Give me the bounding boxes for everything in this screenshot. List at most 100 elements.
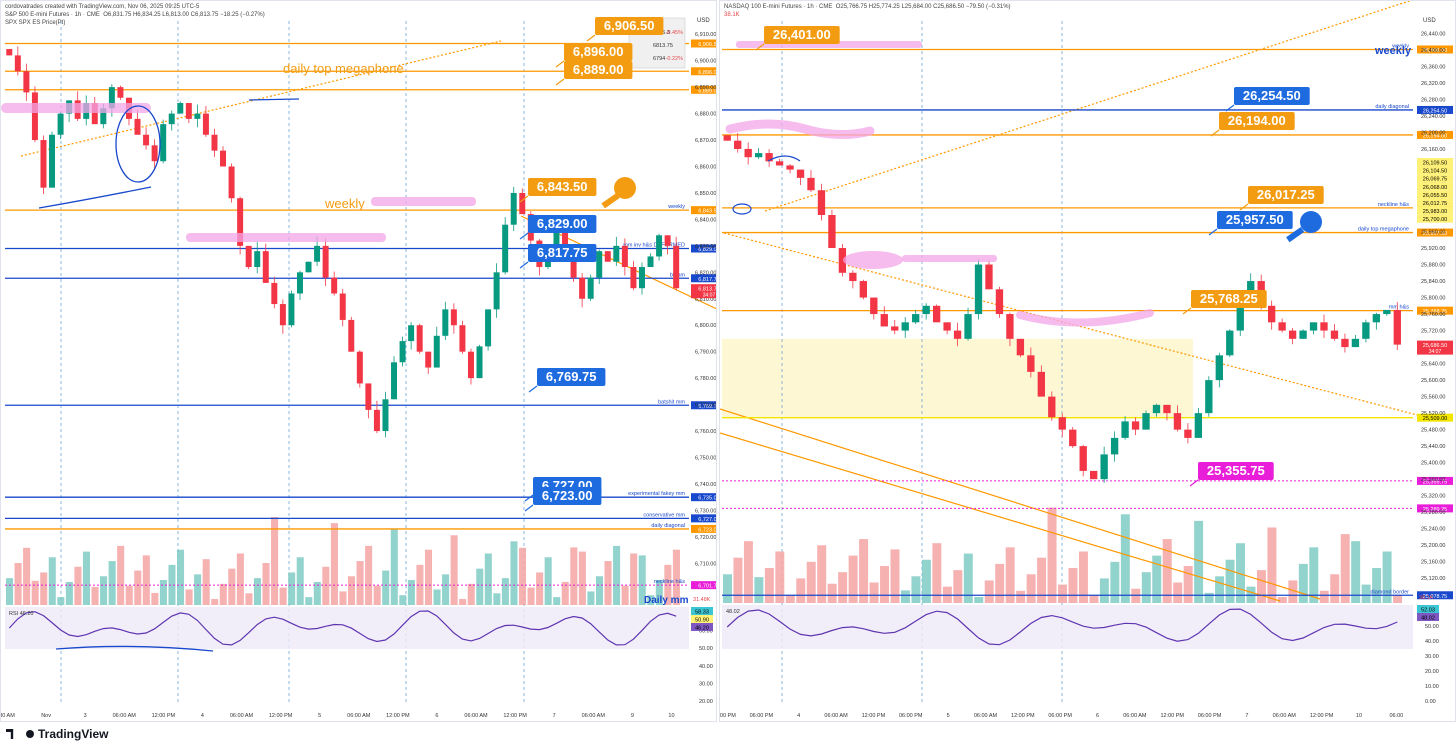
price-tag xyxy=(691,244,716,253)
price-tag-text: 25,509.00 xyxy=(1423,416,1447,422)
volume-bar xyxy=(134,570,142,605)
price-tag-text: 26,401.00 xyxy=(1423,48,1447,54)
callout-26254 xyxy=(1234,87,1310,105)
candle-body xyxy=(964,314,972,339)
price-tag xyxy=(691,581,716,590)
rsi-tick-label: 20.00 xyxy=(1425,669,1439,675)
y-tick-label: 6,860.00 xyxy=(695,165,716,171)
volume-bar xyxy=(1340,534,1350,603)
volume-bar xyxy=(664,564,672,605)
callout-6829-text: 6,829.00 xyxy=(537,216,588,231)
candle-body xyxy=(365,383,372,410)
x-tick-label: 06:00 AM xyxy=(974,713,998,719)
volume-bar xyxy=(194,574,202,605)
price-tag xyxy=(1417,476,1453,485)
spx-table-cell: -0.22% xyxy=(666,56,684,62)
volume-bar xyxy=(1005,547,1015,603)
y-tick-label: 6,880.00 xyxy=(695,112,716,118)
volume-bar xyxy=(6,578,14,605)
price-tag-text: 25,957.50 xyxy=(1423,231,1447,237)
y-tick-label: 25,560.00 xyxy=(1421,395,1445,401)
hand-drawn-line xyxy=(38,186,152,209)
candle-body xyxy=(245,245,252,268)
callout-6817-text: 6,817.75 xyxy=(537,245,588,260)
y-tick-label: 6,740.00 xyxy=(695,482,716,488)
volume-bar xyxy=(723,574,732,603)
candle-body xyxy=(339,293,346,320)
volume-bar xyxy=(1215,576,1225,603)
hand-drawn-line xyxy=(248,98,300,101)
volume-bar xyxy=(984,580,994,603)
weekly-label: weekly xyxy=(324,196,365,211)
price-tag-text: 6,769.75 xyxy=(698,404,717,410)
y-tick-label: 26,160.00 xyxy=(1421,147,1445,153)
x-tick-label: 9 xyxy=(631,713,634,719)
yellow-price-tag xyxy=(1417,158,1453,166)
candle-body xyxy=(734,140,742,149)
countdown-text: 34:07 xyxy=(703,293,716,299)
y-tick-label: 25,960.00 xyxy=(1421,230,1445,236)
y-tick-label: 25,200.00 xyxy=(1421,543,1445,549)
volume-bar xyxy=(1361,584,1371,603)
rsi-tick-label: 60.00 xyxy=(699,629,713,635)
candle-body xyxy=(1393,309,1401,345)
callout-6723-pointer xyxy=(524,504,534,512)
candle-body xyxy=(870,297,878,315)
yellow-price-tag xyxy=(1417,174,1453,183)
candle-body xyxy=(305,261,312,273)
candle-body xyxy=(425,351,432,368)
x-tick-label: 12:00 PM xyxy=(152,713,176,719)
currency-label: USD xyxy=(697,18,710,24)
y-tick-label: 25,840.00 xyxy=(1421,279,1445,285)
price-tag-text: 25,768.25 xyxy=(1423,309,1447,315)
spx-chart-svg[interactable]: 6,906.50 6,896.00 6,889.00 weekly 6,843.50 mm… xyxy=(1,1,717,722)
candle-body xyxy=(408,325,415,342)
volume-bar xyxy=(373,585,381,605)
callout-26254-text: 26,254.50 xyxy=(1243,88,1301,103)
volume-bar xyxy=(995,563,1005,603)
candle-body xyxy=(723,135,731,141)
candle-body xyxy=(765,153,773,162)
candle-body xyxy=(1247,281,1255,298)
spx-futures-chart-pane[interactable]: 6,906.50 6,896.00 6,889.00 weekly 6,843.50 mm… xyxy=(0,0,717,722)
candle-body xyxy=(849,272,857,282)
volume-bar xyxy=(838,572,848,603)
volume-bar xyxy=(1152,555,1162,603)
candle-body xyxy=(348,319,355,352)
candle-body xyxy=(373,409,380,432)
candle-body xyxy=(356,351,363,384)
candle-body xyxy=(807,177,815,191)
x-tick-label: 6 xyxy=(435,713,438,719)
candle-body xyxy=(108,87,115,109)
candle-body xyxy=(100,108,107,125)
rsi-line xyxy=(8,610,677,646)
volume-bar xyxy=(1026,574,1036,603)
sub-line-left: SPX SPX ES Price(Pt) xyxy=(5,20,66,26)
price-tag xyxy=(1417,504,1453,513)
yellow-price-tag xyxy=(1417,166,1453,175)
y-tick-label: 25,920.00 xyxy=(1421,246,1445,252)
y-tick-label: 6,730.00 xyxy=(695,508,716,514)
volume-bar xyxy=(202,559,210,605)
volume-bar xyxy=(911,576,921,603)
candle-body xyxy=(562,229,569,257)
volume-bar xyxy=(262,562,270,605)
level-label: daily diagonal xyxy=(651,523,685,529)
candle-body xyxy=(638,267,645,289)
yellow-price-tag-text: 25,700.00 xyxy=(1423,217,1447,223)
level-label: mm inv h&s DEFORMED xyxy=(623,243,685,249)
volume-bar xyxy=(279,587,287,605)
tradingview-logo[interactable]: TradingView xyxy=(6,727,108,741)
volume-bar xyxy=(647,595,655,605)
hand-drawn-circle xyxy=(115,105,161,183)
nq-futures-chart-pane[interactable]: weekly 26,401.00 daily diagonal 26,254.50 26… xyxy=(719,0,1456,722)
volume-bar xyxy=(296,557,304,605)
key-icon xyxy=(1300,211,1322,233)
trend-line xyxy=(720,432,1281,602)
volume-bar xyxy=(848,555,858,603)
callout-25768 xyxy=(1191,290,1267,308)
y-tick-label: 25,480.00 xyxy=(1421,428,1445,434)
x-tick-label: 06:00 AM xyxy=(347,713,371,719)
volume-bar xyxy=(1068,568,1078,603)
